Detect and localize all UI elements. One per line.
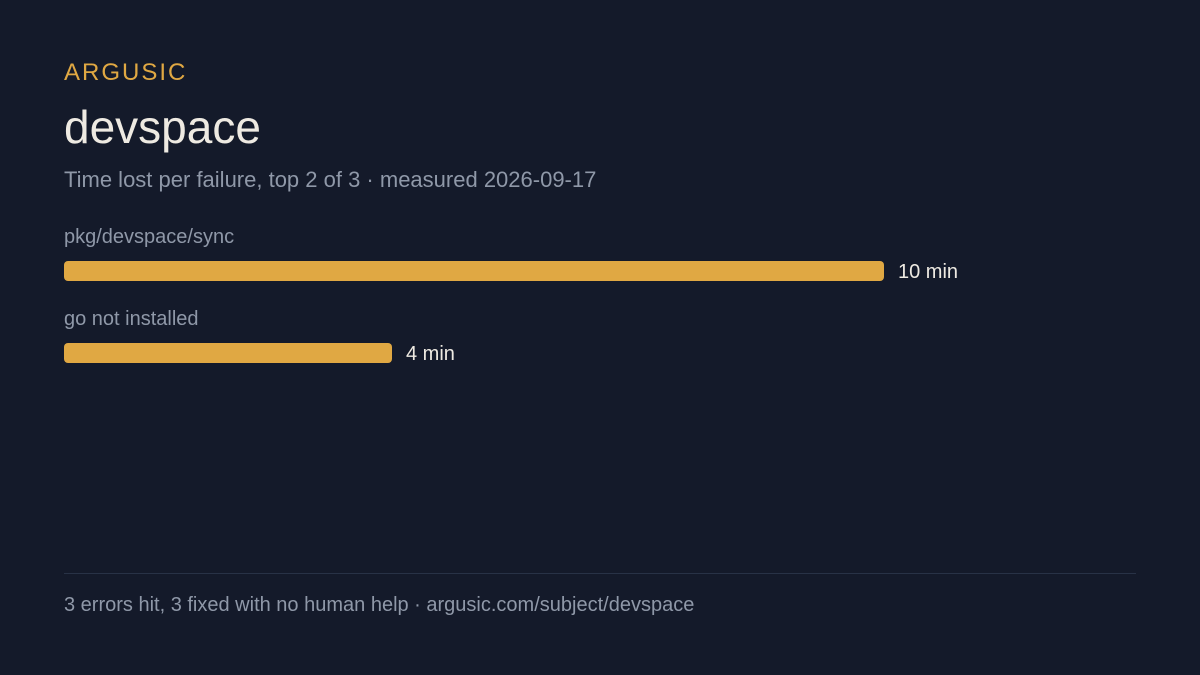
category-label: pkg/devspace/sync [64,226,234,248]
page-title: devspace [64,101,261,153]
footer-divider [64,573,1136,574]
value-label: 4 min [406,343,455,365]
value-label: 10 min [898,261,958,283]
category-label: go not installed [64,308,199,330]
brand-label: ARGUSIC [64,59,188,86]
footer-text: 3 errors hit, 3 fixed with no human help… [64,594,695,616]
bar [64,261,884,281]
bar [64,343,392,363]
chart-subtitle: Time lost per failure, top 2 of 3 · meas… [64,167,597,192]
